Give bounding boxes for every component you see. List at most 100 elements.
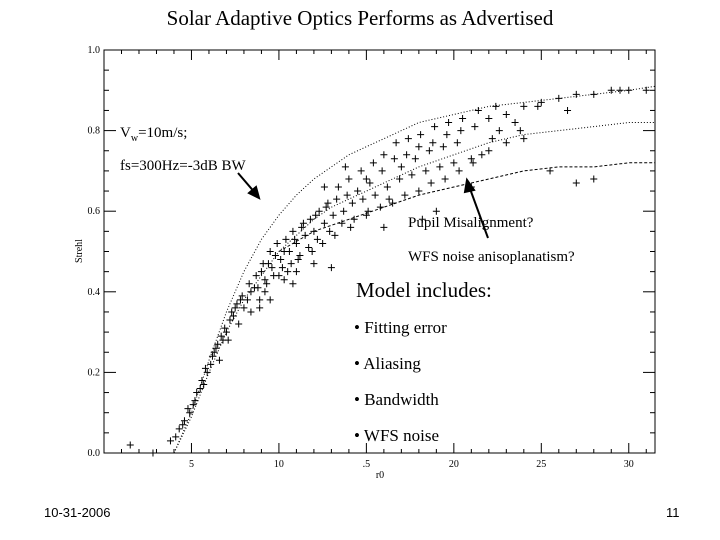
data-point [319, 239, 327, 247]
data-point [397, 163, 405, 171]
data-point [305, 243, 313, 251]
data-point [383, 183, 391, 191]
x-tick-label: 25 [536, 459, 546, 470]
bullet-wfs-noise: • WFS noise [354, 426, 439, 445]
data-point [196, 385, 204, 393]
data-point [590, 90, 598, 98]
data-point [175, 425, 183, 433]
data-point [231, 304, 239, 312]
data-point [250, 284, 258, 292]
data-point [264, 260, 272, 268]
data-point [469, 159, 477, 167]
data-point [392, 139, 400, 147]
data-point [236, 296, 244, 304]
data-point [301, 231, 309, 239]
data-point [208, 352, 216, 360]
data-point [233, 300, 241, 308]
data-point [312, 211, 320, 219]
data-point [537, 98, 545, 106]
data-point [207, 360, 215, 368]
x-tick-label: .5 [363, 459, 371, 470]
data-point [334, 183, 342, 191]
data-point [485, 115, 493, 123]
slide-title: Solar Adaptive Optics Performs as Advert… [166, 6, 554, 30]
data-point [256, 296, 264, 304]
data-point [308, 248, 316, 255]
data-point [341, 163, 349, 171]
data-point [214, 340, 222, 348]
wind-prefix: V [120, 125, 131, 141]
data-point [217, 332, 225, 340]
data-point [471, 123, 479, 131]
data-point [485, 147, 493, 155]
data-point [432, 207, 440, 215]
data-point [436, 163, 444, 171]
data-point [418, 215, 426, 223]
data-point [266, 248, 274, 255]
data-point [380, 223, 388, 231]
data-point [179, 421, 187, 429]
data-point [289, 227, 297, 235]
data-point [340, 207, 348, 215]
data-point [572, 90, 580, 98]
data-point [411, 155, 419, 163]
data-point [408, 171, 416, 179]
wind-suffix: =10m/s; [138, 125, 188, 141]
data-point [338, 219, 346, 227]
data-point [429, 139, 437, 147]
data-point [294, 256, 302, 264]
data-point [271, 252, 279, 260]
data-point [417, 131, 425, 139]
data-point [450, 159, 458, 167]
bullet-aliasing: • Aliasing [354, 354, 421, 373]
data-point [343, 191, 351, 199]
data-point [347, 223, 355, 231]
data-point [247, 288, 255, 296]
data-point [534, 102, 542, 110]
data-point [625, 86, 633, 94]
data-point [149, 449, 157, 457]
data-point [555, 94, 563, 102]
data-point [299, 219, 307, 227]
data-point [478, 151, 486, 159]
data-point [268, 264, 276, 272]
x-axis-label: r0 [376, 470, 384, 481]
model-heading: Model includes: [356, 278, 492, 302]
arrows [237, 172, 489, 239]
data-point [642, 86, 650, 94]
wind-speed-annotation: Vw=10m/s; [120, 125, 187, 144]
data-point [180, 417, 188, 425]
y-axis-label: Strehl [74, 239, 85, 263]
data-point [362, 211, 370, 219]
data-point [441, 175, 449, 183]
page-number: 11 [666, 505, 680, 520]
data-point [350, 215, 358, 223]
data-point [198, 376, 206, 384]
data-point [193, 389, 201, 397]
data-point [511, 119, 519, 127]
data-point [364, 207, 372, 215]
wfs-aniso-annotation: WFS noise anisoplanatism? [408, 249, 575, 265]
data-point [371, 191, 379, 199]
data-point [277, 256, 285, 264]
data-point [390, 155, 398, 163]
data-point [215, 356, 223, 364]
data-point [359, 195, 367, 203]
data-point [166, 437, 174, 445]
data-point [257, 268, 265, 276]
data-point [443, 131, 451, 139]
bullet-fitting-error: • Fitting error [354, 318, 447, 337]
x-tick-label: 20 [449, 459, 459, 470]
data-point [546, 167, 554, 175]
data-point [333, 195, 341, 203]
data-point [427, 179, 435, 187]
data-point [210, 348, 218, 356]
data-point [590, 175, 598, 183]
data-point [616, 86, 624, 94]
data-point [212, 344, 220, 352]
data-point [275, 272, 283, 280]
data-point [256, 304, 264, 312]
wind-subscript: w [130, 133, 139, 144]
data-point [310, 260, 318, 268]
